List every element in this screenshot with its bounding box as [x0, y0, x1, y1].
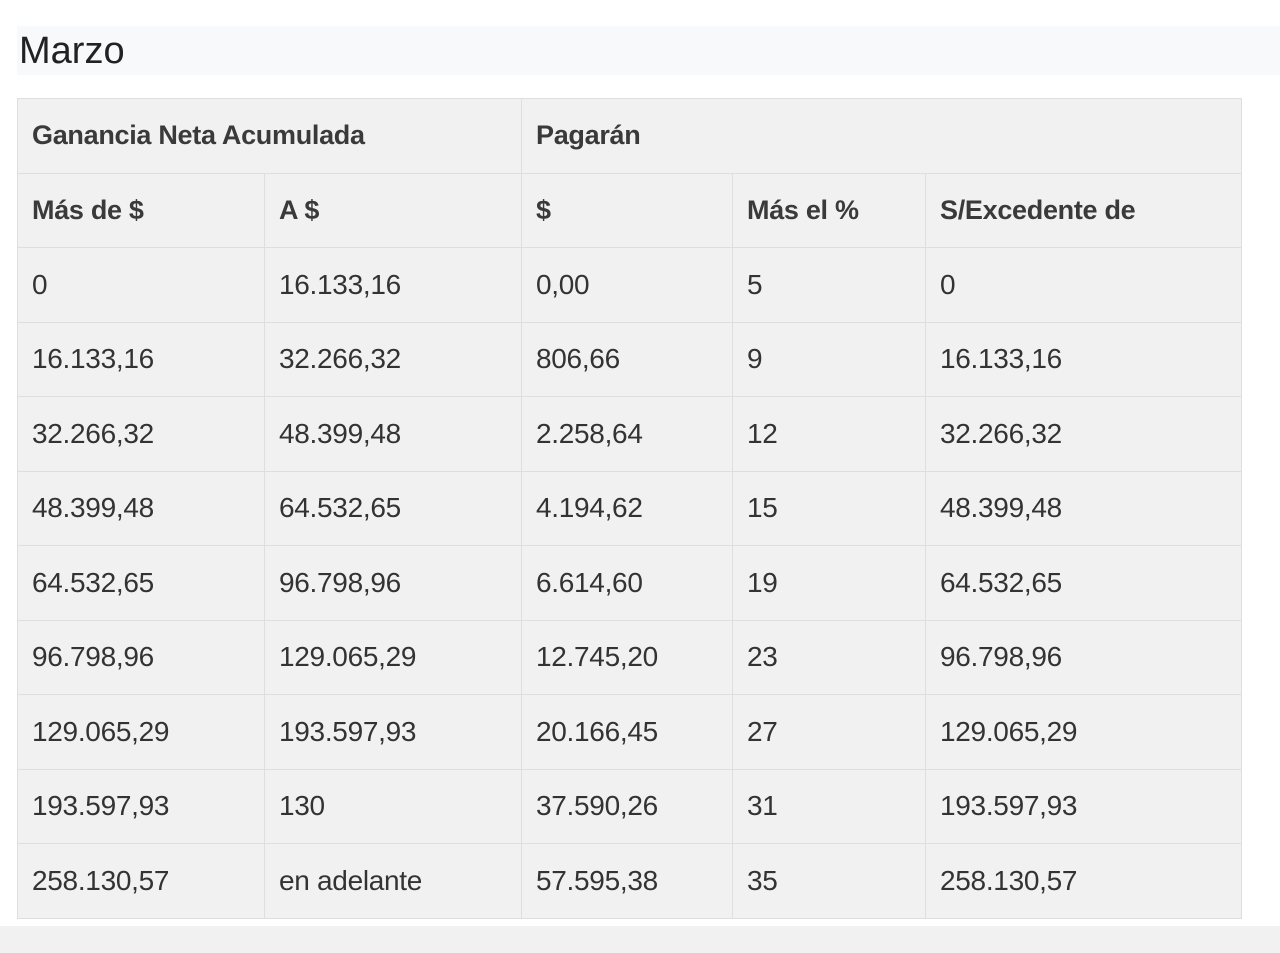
- group-header-pagaran: Pagarán: [520, 98, 1243, 174]
- table-row: 16.133,16 32.266,32 806,66 9 16.133,16: [17, 321, 1243, 397]
- cell-pesos: 2.258,64: [521, 396, 733, 472]
- cell-a: 32.266,32: [264, 321, 522, 397]
- table-row: 129.065,29 193.597,93 20.166,45 27 129.0…: [17, 694, 1243, 770]
- column-header-pesos: $: [521, 172, 733, 248]
- cell-mas-de: 48.399,48: [17, 470, 265, 546]
- page-title: Marzo: [19, 30, 125, 72]
- column-header-mas-de: Más de $: [17, 172, 265, 248]
- cell-mas-de: 64.532,65: [17, 545, 265, 621]
- cell-porcentaje: 31: [732, 768, 926, 844]
- table-row: 96.798,96 129.065,29 12.745,20 23 96.798…: [17, 619, 1243, 695]
- cell-mas-de: 0: [17, 247, 265, 323]
- cell-porcentaje: 19: [732, 545, 926, 621]
- group-header-ganancia: Ganancia Neta Acumulada: [17, 98, 522, 174]
- top-spacer: [0, 0, 1280, 26]
- table-row: 32.266,32 48.399,48 2.258,64 12 32.266,3…: [17, 396, 1243, 472]
- table-row: 48.399,48 64.532,65 4.194,62 15 48.399,4…: [17, 470, 1243, 546]
- cell-pesos: 6.614,60: [521, 545, 733, 621]
- cell-excedente: 96.798,96: [924, 619, 1243, 695]
- column-header-s-excedente: S/Excedente de: [924, 172, 1243, 248]
- cell-porcentaje: 12: [732, 396, 926, 472]
- cell-mas-de: 193.597,93: [17, 768, 265, 844]
- cell-pesos: 806,66: [521, 321, 733, 397]
- cell-pesos: 57.595,38: [521, 843, 733, 919]
- cell-porcentaje: 23: [732, 619, 926, 695]
- cell-a: 193.597,93: [264, 694, 522, 770]
- cell-pesos: 37.590,26: [521, 768, 733, 844]
- cell-excedente: 16.133,16: [924, 321, 1243, 397]
- cell-porcentaje: 27: [732, 694, 926, 770]
- title-bar: Marzo: [17, 26, 1280, 75]
- cell-pesos: 20.166,45: [521, 694, 733, 770]
- column-header-row: Más de $ A $ $ Más el % S/Excedente de: [17, 172, 1243, 248]
- cell-mas-de: 129.065,29: [17, 694, 265, 770]
- cell-a: 64.532,65: [264, 470, 522, 546]
- cell-porcentaje: 15: [732, 470, 926, 546]
- tax-table: Ganancia Neta Acumulada Pagarán Más de $…: [17, 98, 1243, 919]
- cell-pesos: 4.194,62: [521, 470, 733, 546]
- column-header-mas-el-porcentaje: Más el %: [732, 172, 926, 248]
- column-header-a: A $: [264, 172, 522, 248]
- table-row: 193.597,93 130 37.590,26 31 193.597,93: [17, 768, 1243, 844]
- cell-a: 129.065,29: [264, 619, 522, 695]
- cell-a: 16.133,16: [264, 247, 522, 323]
- cell-excedente: 193.597,93: [924, 768, 1243, 844]
- cell-a: en adelante: [264, 843, 522, 919]
- cell-excedente: 129.065,29: [924, 694, 1243, 770]
- cell-a: 96.798,96: [264, 545, 522, 621]
- cell-excedente: 0: [924, 247, 1243, 323]
- cell-excedente: 64.532,65: [924, 545, 1243, 621]
- table-row: 64.532,65 96.798,96 6.614,60 19 64.532,6…: [17, 545, 1243, 621]
- cell-porcentaje: 35: [732, 843, 926, 919]
- cell-excedente: 48.399,48: [924, 470, 1243, 546]
- cell-pesos: 12.745,20: [521, 619, 733, 695]
- cell-excedente: 258.130,57: [924, 843, 1243, 919]
- cell-porcentaje: 9: [732, 321, 926, 397]
- table-row: 258.130,57 en adelante 57.595,38 35 258.…: [17, 843, 1243, 919]
- cell-porcentaje: 5: [732, 247, 926, 323]
- table-row: 0 16.133,16 0,00 5 0: [17, 247, 1243, 323]
- cell-mas-de: 16.133,16: [17, 321, 265, 397]
- group-header-row: Ganancia Neta Acumulada Pagarán: [17, 98, 1243, 174]
- cell-mas-de: 96.798,96: [17, 619, 265, 695]
- tax-table-container: Ganancia Neta Acumulada Pagarán Más de $…: [17, 98, 1243, 919]
- cell-a: 48.399,48: [264, 396, 522, 472]
- cell-mas-de: 32.266,32: [17, 396, 265, 472]
- cell-excedente: 32.266,32: [924, 396, 1243, 472]
- cell-a: 130: [264, 768, 522, 844]
- bottom-band: [0, 926, 1280, 953]
- cell-mas-de: 258.130,57: [17, 843, 265, 919]
- cell-pesos: 0,00: [521, 247, 733, 323]
